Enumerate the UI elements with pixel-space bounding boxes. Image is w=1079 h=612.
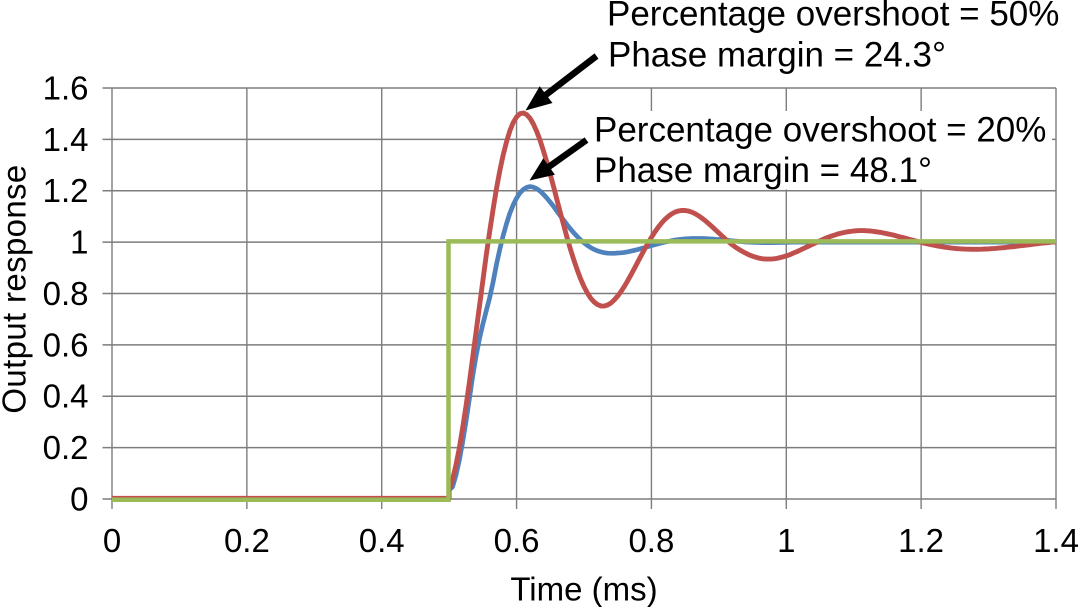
svg-text:0.4: 0.4 <box>359 522 405 559</box>
svg-text:Phase margin = 24.3°: Phase margin = 24.3° <box>608 36 946 75</box>
svg-text:1.2: 1.2 <box>43 172 89 209</box>
svg-text:0.6: 0.6 <box>43 326 89 363</box>
svg-text:Time (ms): Time (ms) <box>510 570 657 607</box>
svg-text:0.8: 0.8 <box>628 522 674 559</box>
svg-text:0.4: 0.4 <box>43 378 89 415</box>
svg-text:0.2: 0.2 <box>224 522 270 559</box>
svg-text:1: 1 <box>777 522 795 559</box>
svg-text:Output response: Output response <box>0 164 33 413</box>
svg-text:0: 0 <box>103 522 121 559</box>
svg-text:1.2: 1.2 <box>898 522 944 559</box>
svg-text:Percentage overshoot = 50%: Percentage overshoot = 50% <box>607 0 1059 34</box>
svg-text:0.6: 0.6 <box>494 522 540 559</box>
svg-text:Phase margin = 48.1°: Phase margin = 48.1° <box>594 151 932 190</box>
svg-text:0: 0 <box>70 480 88 517</box>
svg-text:1: 1 <box>70 224 88 261</box>
svg-text:1.6: 1.6 <box>43 69 89 106</box>
svg-text:Percentage overshoot = 20%: Percentage overshoot = 20% <box>594 111 1046 150</box>
svg-text:0.8: 0.8 <box>43 275 89 312</box>
svg-text:1.4: 1.4 <box>1033 522 1079 559</box>
svg-text:0.2: 0.2 <box>43 429 89 466</box>
svg-text:1.4: 1.4 <box>43 121 89 158</box>
